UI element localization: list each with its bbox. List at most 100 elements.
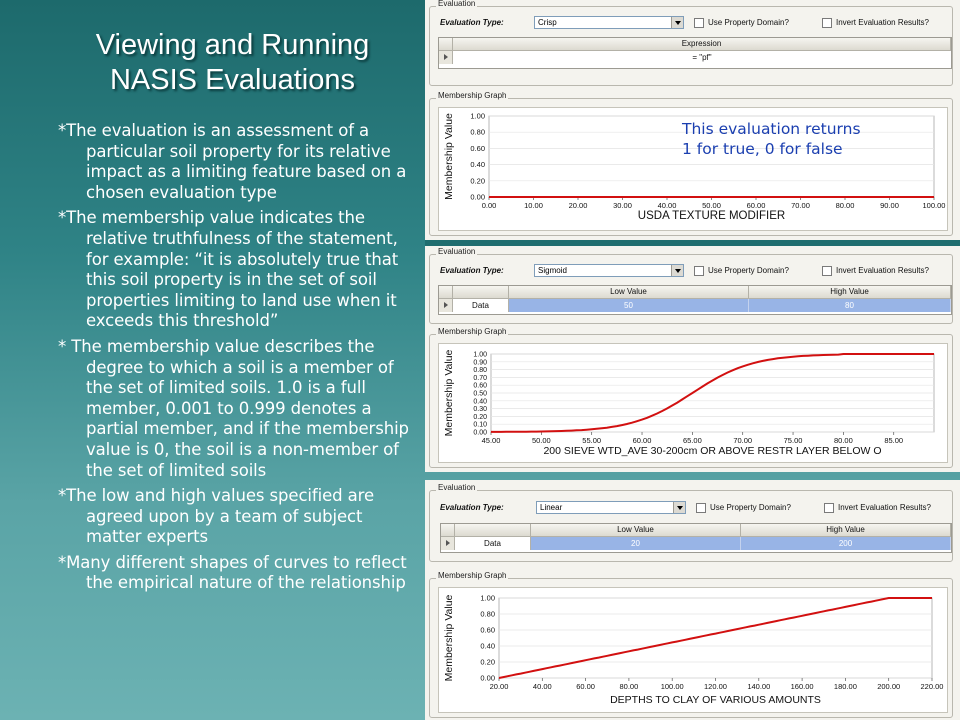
grid-corner [439, 38, 453, 51]
y-tick-label: 0.80 [470, 128, 485, 137]
y-tick-label: 0.00 [470, 193, 485, 202]
high-value-column-header[interactable]: High Value [749, 286, 951, 299]
y-axis-label: Membership Value [443, 594, 455, 681]
x-tick-label: 20.00 [569, 201, 588, 210]
evaluation-type-value: Sigmoid [538, 266, 567, 275]
x-tick-label: 40.00 [533, 682, 552, 691]
low-value-column-header[interactable]: Low Value [531, 524, 741, 537]
bullet-list: *The evaluation is an assessment of a pa… [58, 121, 418, 599]
linear-evaluation-panel: Evaluation Evaluation Type: Linear Use P… [425, 480, 960, 720]
x-axis-label: DEPTHS TO CLAY OF VARIOUS AMOUNTS [610, 694, 821, 706]
row-header[interactable] [441, 537, 455, 550]
x-tick-label: 75.00 [784, 436, 803, 445]
expression-cell[interactable]: = "pf" [692, 53, 712, 62]
bullet-item: *The membership value indicates the rela… [58, 208, 399, 331]
x-tick-label: 90.00 [880, 201, 899, 210]
evaluation-group-label: Evaluation [436, 483, 478, 492]
use-property-domain-label: Use Property Domain? [708, 18, 789, 27]
crisp-membership-chart: 0.00 0.20 0.40 0.60 0.80 1.00 0.00 10.00 20.00 30… [443, 112, 946, 223]
title-line-1: Viewing and Running [95, 29, 370, 61]
x-tick-label: 20.00 [490, 682, 509, 691]
x-tick-label: 10.00 [524, 201, 543, 210]
membership-graph-groupbox: Membership Graph 0.00 0.20 0.40 0.60 0.80 1.0… [429, 91, 953, 236]
y-tick-label: 0.20 [480, 658, 495, 667]
y-tick-label: 1.00 [473, 352, 487, 359]
low-value-cell[interactable]: 20 [531, 537, 741, 550]
slide-title: Viewing and Running NASIS Evaluations [40, 28, 425, 98]
callout-text: This evaluation returns 1 for true, 0 fo… [682, 119, 922, 159]
row-label-column-header [455, 524, 531, 537]
expression-column-header[interactable]: Expression [453, 38, 951, 51]
low-value-cell[interactable]: 50 [509, 299, 749, 312]
value-grid: Low Value High Value Data 20 200 [440, 523, 952, 553]
invert-results-checkbox[interactable] [824, 503, 834, 513]
membership-graph-groupbox: Membership Graph 0.00 0.10 0.20 0.30 0.40 0.5… [429, 327, 953, 468]
row-label-cell: Data [455, 537, 531, 550]
high-value-cell[interactable]: 200 [741, 537, 951, 550]
membership-graph-label: Membership Graph [436, 327, 509, 336]
membership-graph-label: Membership Graph [436, 571, 509, 580]
x-tick-label: 40.00 [658, 201, 677, 210]
high-value-cell[interactable]: 80 [749, 299, 951, 312]
membership-curve [491, 353, 934, 433]
x-tick-label: 80.00 [836, 201, 855, 210]
evaluation-type-label: Evaluation Type: [440, 503, 504, 512]
x-tick-label: 100.00 [923, 201, 946, 210]
y-tick-label: 0.30 [473, 406, 487, 413]
row-label-cell: Data [453, 299, 509, 312]
y-tick-label: 1.00 [470, 112, 485, 121]
evaluation-type-select[interactable]: Sigmoid [534, 264, 684, 277]
membership-curve [498, 597, 932, 679]
x-tick-label: 100.00 [661, 682, 684, 691]
membership-graph-area: 0.00 0.20 0.40 0.60 0.80 1.00 0.00 10.00 20.00 30… [438, 107, 948, 231]
membership-graph-label: Membership Graph [436, 91, 509, 100]
sigmoid-membership-chart: 0.000.100.200.300.400.500.600.700.800.90… [443, 349, 935, 457]
x-tick-label: 80.00 [834, 436, 853, 445]
bullet-item: *Many different shapes of curves to refl… [58, 552, 407, 593]
plot-area [488, 115, 935, 198]
use-property-domain-checkbox[interactable] [694, 18, 704, 28]
chevron-down-icon[interactable] [671, 17, 683, 28]
use-property-domain-checkbox[interactable] [696, 503, 706, 513]
use-property-domain-label: Use Property Domain? [708, 266, 789, 275]
x-tick-label: 60.00 [576, 682, 595, 691]
callout-line-1: This evaluation returns [682, 120, 861, 138]
x-tick-label: 180.00 [834, 682, 857, 691]
high-value-column-header[interactable]: High Value [741, 524, 951, 537]
evaluation-type-select[interactable]: Linear [536, 501, 686, 514]
value-grid: Low Value High Value Data 50 80 [438, 285, 952, 315]
y-tick-label: 0.50 [473, 391, 487, 398]
use-property-domain-checkbox[interactable] [694, 266, 704, 276]
chevron-down-icon[interactable] [673, 502, 685, 513]
row-header[interactable] [439, 51, 453, 64]
invert-results-label: Invert Evaluation Results? [836, 266, 929, 275]
evaluation-type-select[interactable]: Crisp [534, 16, 684, 29]
row-header[interactable] [439, 299, 453, 312]
chevron-down-icon[interactable] [671, 265, 683, 276]
invert-results-checkbox[interactable] [822, 266, 832, 276]
membership-graph-area: 0.00 0.20 0.40 0.60 0.80 1.00 20.00 40.00 60.00 8… [438, 587, 948, 713]
y-tick-label: 0.20 [470, 176, 485, 185]
invert-results-checkbox[interactable] [822, 18, 832, 28]
callout-line-2: 1 for true, 0 for false [682, 140, 843, 158]
x-tick-label: 220.00 [921, 682, 944, 691]
x-axis-label: USDA TEXTURE MODIFIER [638, 210, 785, 222]
row-pointer-icon [444, 54, 448, 60]
evaluation-type-label: Evaluation Type: [440, 266, 504, 275]
x-tick-label: 120.00 [704, 682, 727, 691]
low-value-column-header[interactable]: Low Value [509, 286, 749, 299]
membership-graph-area: 0.00 0.10 0.20 0.30 0.40 0.50 0.60 0.70 0.80 0.90… [438, 343, 948, 463]
grid-corner [441, 524, 455, 537]
y-tick-label: 0.40 [473, 398, 487, 405]
use-property-domain-label: Use Property Domain? [710, 503, 791, 512]
x-tick-label: 65.00 [683, 436, 702, 445]
evaluation-type-label: Evaluation Type: [440, 18, 504, 27]
y-axis-label: Membership Value [443, 349, 455, 436]
x-tick-label: 30.00 [613, 201, 632, 210]
y-axis-label: Membership Value [443, 113, 455, 200]
y-tick-label: 0.10 [473, 422, 487, 429]
evaluation-groupbox: Evaluation Evaluation Type: Linear Use P… [429, 483, 953, 562]
evaluation-groupbox: Evaluation Evaluation Type: Crisp Use Pr… [429, 0, 953, 86]
evaluation-group-label: Evaluation [436, 247, 478, 256]
y-tick-label: 1.00 [480, 594, 495, 603]
